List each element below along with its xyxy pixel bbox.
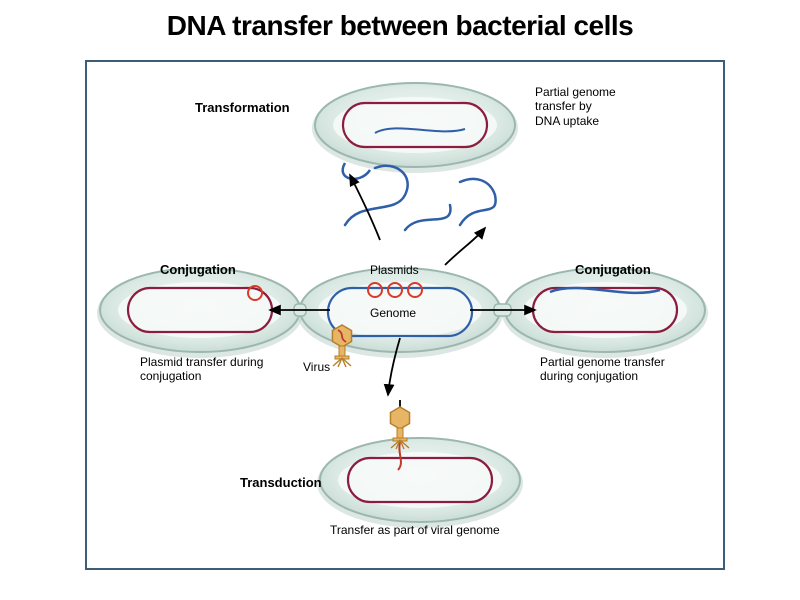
free-dna-0 xyxy=(345,166,408,225)
free-dna-1 xyxy=(405,205,450,230)
free-dna-2 xyxy=(460,179,496,225)
caption-bottom: Transfer as part of viral genome xyxy=(330,523,500,537)
cell-bottom-inner xyxy=(338,452,502,508)
label-plasmids: Plasmids xyxy=(370,263,419,277)
cell-left-inner xyxy=(118,282,282,338)
caption-right: Partial genome transfer during conjugati… xyxy=(540,355,665,384)
arrow-to-free-dna xyxy=(445,228,485,265)
label-conjugation-left: Conjugation xyxy=(160,262,236,277)
cell-top-inner xyxy=(333,97,497,153)
label-transformation: Transformation xyxy=(195,100,290,115)
diagram-svg xyxy=(0,0,800,600)
label-virus: Virus xyxy=(303,360,330,374)
label-transduction: Transduction xyxy=(240,475,322,490)
label-conjugation-right: Conjugation xyxy=(575,262,651,277)
caption-top-right: Partial genome transfer by DNA uptake xyxy=(535,85,616,128)
label-genome: Genome xyxy=(370,306,416,320)
caption-left: Plasmid transfer during conjugation xyxy=(140,355,263,384)
